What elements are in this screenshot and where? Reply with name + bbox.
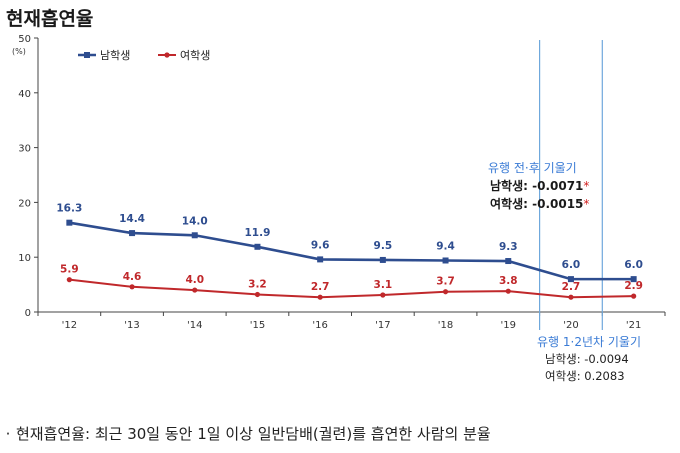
data-label: 14.0 [182, 215, 208, 227]
guide-lines [538, 40, 603, 330]
data-label: 5.9 [60, 264, 79, 276]
annotation-title-2: 유행 1·2년차 기울기 [537, 334, 641, 349]
series-line [69, 278, 634, 299]
data-point [631, 293, 637, 299]
data-label: 3.2 [248, 278, 267, 290]
data-label: 3.8 [499, 275, 518, 287]
annotation-female-slope: 여학생: -0.0015* [490, 196, 589, 211]
y-tick-label: 30 [18, 144, 31, 155]
data-label: 2.7 [311, 281, 330, 293]
data-label: 3.7 [436, 276, 455, 288]
series-line [69, 221, 634, 281]
annotation-male-slope: 남학생: -0.0071* [490, 178, 589, 193]
data-point [66, 277, 72, 283]
data-point [192, 287, 198, 293]
x-tick-label: '16 [312, 320, 327, 331]
line-chart: 0 10 20 30 40 50 (%) '12 '13 '14 '15 '16 '17 '18 '19 '2… [12, 34, 666, 383]
x-tick-label: '20 [563, 320, 578, 331]
y-tick-label: 40 [18, 89, 31, 100]
data-point [191, 232, 198, 239]
x-tick-label: '14 [187, 320, 202, 331]
data-point [442, 289, 449, 295]
data-point [630, 276, 637, 283]
data-label: 9.4 [436, 240, 455, 252]
data-point [567, 276, 574, 283]
legend-swatch-marker [164, 52, 170, 58]
data-point [505, 288, 511, 294]
legend: 남학생 여학생 [78, 49, 210, 62]
annotation-title: 유행 전·후 기울기 [488, 160, 577, 175]
y-tick-label: 20 [18, 198, 31, 209]
y-unit-label: (%) [12, 47, 26, 56]
data-label: 3.1 [374, 279, 393, 291]
legend-label: 남학생 [100, 49, 130, 62]
x-tick-label: '13 [124, 320, 139, 331]
data-point [505, 258, 512, 265]
x-tick-label: '15 [250, 320, 265, 331]
data-label: 14.4 [119, 213, 145, 225]
annotation-female-slope-2: 여학생: 0.2083 [545, 369, 625, 383]
annotation-male-slope-2: 남학생: -0.0094 [545, 352, 629, 366]
x-tick-label: '19 [501, 320, 516, 331]
y-tick-label: 50 [18, 34, 31, 45]
data-point [254, 291, 261, 298]
footnote-text: 현재흡연율: 최근 30일 동안 1일 이상 일반담배(궐련)를 흡연한 사람의… [16, 425, 491, 443]
data-label: 9.5 [374, 240, 393, 252]
data-label: 2.9 [624, 280, 643, 292]
data-label: 6.0 [562, 259, 581, 271]
data-label: 9.6 [311, 239, 330, 251]
data-point [317, 256, 324, 263]
footnote: · 현재흡연율: 최근 30일 동안 1일 이상 일반담배(궐련)를 흡연한 사람… [0, 423, 680, 444]
series-layer: 16.3 14.4 14.0 11.9 9.6 9.5 9.4 9.3 6.0 6.0 5.9 4.6… [56, 203, 643, 300]
data-label: 4.0 [185, 274, 204, 286]
legend-label: 여학생 [180, 49, 210, 62]
legend-swatch-marker [84, 52, 90, 58]
data-point [442, 257, 449, 264]
data-point [66, 219, 73, 226]
data-label: 9.3 [499, 241, 518, 253]
footnote-bullet: · [5, 425, 11, 443]
data-label: 4.6 [123, 271, 142, 283]
x-tick-label: '12 [62, 320, 77, 331]
data-point [317, 294, 323, 300]
data-point [380, 292, 386, 298]
data-point [129, 284, 135, 290]
x-tick-label: '21 [626, 320, 641, 331]
x-tick-label: '18 [438, 320, 453, 331]
x-tick-label: '17 [375, 320, 390, 331]
data-point [568, 294, 574, 300]
y-tick-label: 0 [25, 308, 31, 319]
data-label: 16.3 [56, 203, 82, 215]
data-label: 6.0 [624, 259, 643, 271]
data-point [129, 230, 136, 237]
axes: 0 10 20 30 40 50 (%) '12 '13 '14 '15 '16 '17 '18 '19 '2… [12, 34, 666, 331]
data-point [254, 243, 261, 250]
data-point [379, 256, 386, 263]
data-label: 11.9 [244, 227, 270, 239]
chart-title: 현재흡연율 [6, 8, 94, 30]
y-tick-label: 10 [18, 253, 31, 264]
data-label: 2.7 [562, 281, 581, 293]
